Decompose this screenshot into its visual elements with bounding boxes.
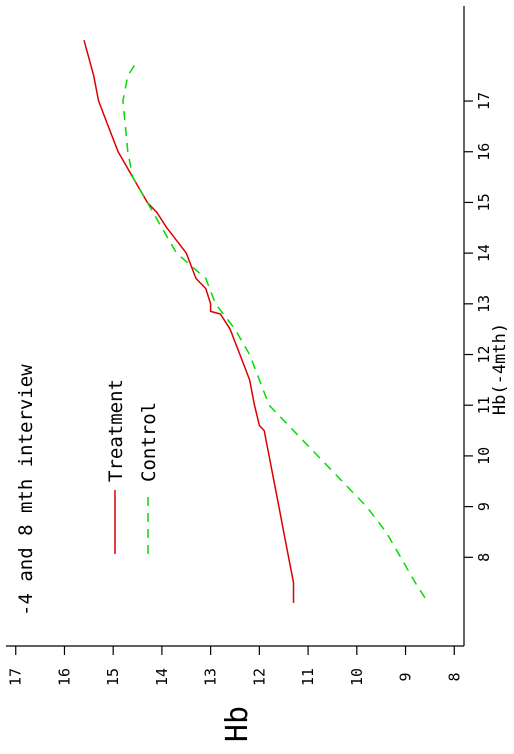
y-tick-label: 15 xyxy=(104,668,122,686)
x-tick-label: 9 xyxy=(475,502,493,511)
x-tick-label: 17 xyxy=(475,92,493,110)
x-axis-label: Hb(-4mth) xyxy=(490,323,510,415)
x-tick-label: 8 xyxy=(475,553,493,562)
series-layer xyxy=(83,40,426,603)
y-tick-label: 16 xyxy=(55,668,73,686)
legend-label-control: Control xyxy=(138,402,160,482)
y-tick-label: 11 xyxy=(299,668,317,686)
y-tick-label: 12 xyxy=(250,668,268,686)
legend: Treatment Control xyxy=(105,379,160,554)
series-line-control xyxy=(122,60,426,599)
y-tick-label: 14 xyxy=(153,668,171,686)
y-tick-label: 10 xyxy=(348,668,366,686)
y-axis-label: Hb xyxy=(220,706,255,742)
x-tick-label: 11 xyxy=(475,396,493,414)
chart-title: -4 and 8 mth interview xyxy=(15,364,37,616)
x-tick-label: 15 xyxy=(475,193,493,211)
x-axis: 8 9 10 11 12 13 14 15 16 17 xyxy=(464,92,493,562)
y-tick-label: 13 xyxy=(202,668,220,686)
y-axis: 8 9 10 11 12 13 14 15 16 17 xyxy=(7,646,463,686)
y-tick-label: 8 xyxy=(445,672,463,681)
y-tick-label: 17 xyxy=(7,668,25,686)
x-tick-label: 13 xyxy=(475,295,493,313)
legend-label-treatment: Treatment xyxy=(105,379,127,482)
x-tick-label: 14 xyxy=(475,244,493,262)
y-tick-label: 9 xyxy=(397,672,415,681)
x-tick-label: 12 xyxy=(475,345,493,363)
series-line-treatment xyxy=(83,40,295,603)
x-tick-label: 10 xyxy=(475,447,493,465)
x-tick-label: 16 xyxy=(475,143,493,161)
